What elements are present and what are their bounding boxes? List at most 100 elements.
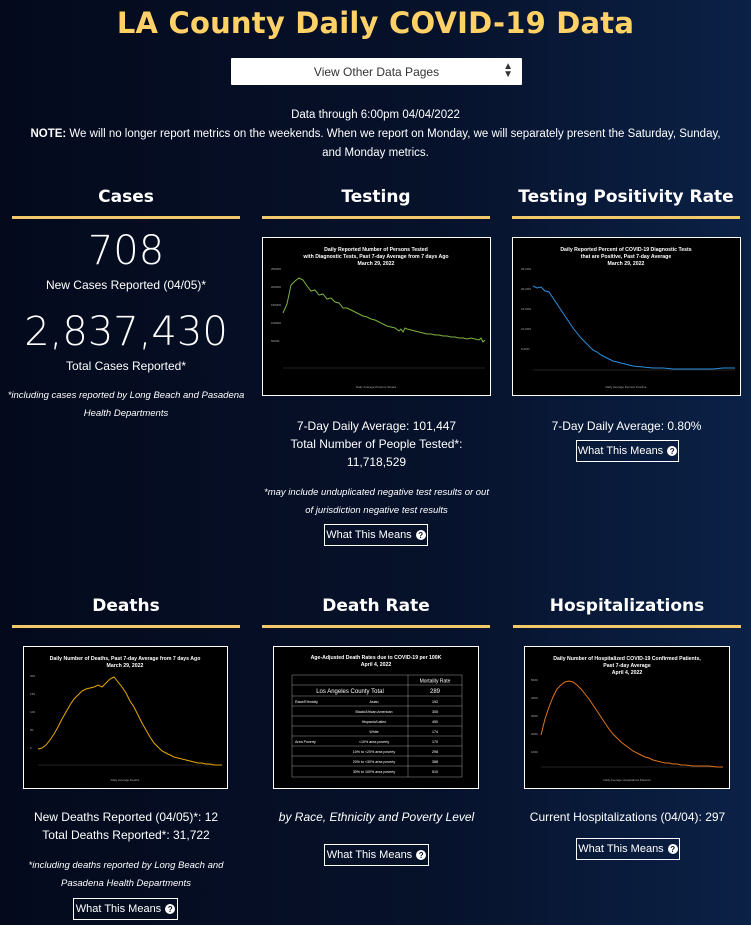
death-rate-button-label: What This Means [326,849,413,861]
death-rate-row-value: 450 [432,720,438,724]
hospitalizations-y-ticks: 5000 4000 3000 2000 1000 [531,678,538,754]
data-pages-select[interactable]: View Other Data Pages ▲ ▼ [231,58,522,85]
death-rate-row-label: 30% to 100% area poverty [353,770,396,774]
death-rate-row-label: Black/African American [356,710,393,714]
svg-text:5000: 5000 [531,678,538,682]
testing-chart[interactable]: Daily Reported Number of Persons Tested … [262,237,491,396]
death-rate-row-value: 305 [432,710,438,714]
death-rate-row-value: 298 [432,750,438,754]
death-rate-row-label: White [369,730,378,734]
deaths-chart[interactable]: Daily Number of Deaths, Past 7-day Avera… [23,646,228,789]
testing-footnote-line-1: *may include unduplicated negative test … [264,487,489,498]
svg-text:0: 0 [30,746,32,750]
positivity-y-ticks: 25.00% 20.00% 15.00% 10.00% 5.00% [521,267,532,351]
data-through: Data through 6:00pm 04/04/2022 [291,109,460,121]
positivity-chart[interactable]: Daily Reported Percent of COVID-19 Diagn… [512,237,741,396]
death-rate-table-image[interactable]: Age-Adjusted Death Rates due to COVID-19… [273,646,479,789]
svg-text:50: 50 [30,728,34,732]
testing-stats: 7-Day Daily Average: 101,447 Total Numbe… [262,417,491,471]
sort-arrows-icon: ▲ ▼ [503,61,513,80]
testing-legend: Daily Average Persons Tested [356,385,396,389]
positivity-heading: Testing Positivity Rate [512,187,740,219]
question-circle-icon: ? [416,850,427,860]
hospitalizations-chart[interactable]: Daily Number of Hospitalized COVID-19 Co… [524,646,730,789]
hospitalizations-button-label: What This Means [578,843,664,855]
svg-text:20.00%: 20.00% [521,287,532,291]
deaths-chart-title-1: Daily Number of Deaths, Past 7-day Avera… [50,656,201,662]
svg-text:200000: 200000 [271,285,281,289]
svg-text:150000: 150000 [271,303,281,307]
current-hospitalizations: Current Hospitalizations (04/04): 297 [529,810,726,824]
testing-chart-title-1: Daily Reported Number of Persons Tested [324,247,428,253]
svg-text:150: 150 [30,692,35,696]
testing-button-label: What This Means [326,529,412,541]
positivity-chart-title-1: Daily Reported Percent of COVID-19 Diagn… [560,247,691,253]
positivity-chart-title-3: March 29, 2022 [608,261,645,267]
svg-text:100000: 100000 [271,321,281,325]
cases-heading: Cases [12,187,240,219]
death-rate-row-value: 170 [432,740,438,744]
death-rate-caption: by Race, Ethnicity and Poverty Level [278,810,475,824]
cases-footnote-line-2: Health Departments [83,408,169,419]
question-circle-icon: ? [667,844,678,854]
testing-footnote-line-2: of jurisdiction negative test results [305,505,448,516]
death-rate-row-label: <10% area poverty [359,740,389,744]
deaths-legend: Daily Average Deaths [111,778,140,782]
deaths-footnote-line-1: *including deaths reported by Long Beach… [28,860,224,871]
svg-text:2000: 2000 [531,732,538,736]
svg-text:15.00%: 15.00% [521,307,532,311]
svg-text:1000: 1000 [531,750,538,754]
death-rate-row-value: 192 [432,700,438,704]
deaths-what-this-means-button[interactable]: What This Means ? [73,898,178,920]
svg-text:10.00%: 10.00% [521,327,532,331]
hospitalizations-heading: Hospitalizations [513,596,741,628]
death-rate-group-label: Area Poverty [295,740,316,744]
svg-text:250000: 250000 [271,267,281,271]
mortality-rate-header: Mortality Rate [420,679,451,685]
positivity-legend: Daily Average Percent Positive [606,385,647,389]
svg-text:4000: 4000 [531,696,538,700]
cases-footnote-line-1: *including cases reported by Long Beach … [7,390,245,401]
testing-heading: Testing [262,187,490,219]
testing-y-ticks: 250000 200000 150000 100000 50000 [271,267,281,343]
deaths-heading: Deaths [12,596,240,628]
death-rate-what-this-means-button[interactable]: What This Means ? [324,844,429,866]
positivity-avg: 7-Day Daily Average: 0.80% [551,419,702,433]
new-cases-value: 708 [87,228,165,274]
death-rate-row-label: Asian [370,700,379,704]
total-deaths: Total Deaths Reported*: 31,722 [42,828,210,842]
positivity-what-this-means-button[interactable]: What This Means ? [576,440,679,462]
notice: Data through 6:00pm 04/04/2022 NOTE: We … [0,106,751,163]
svg-text:50000: 50000 [271,339,280,343]
county-total-label: Los Angeles County Total [316,689,384,695]
positivity-chart-title-2: that are Positive, Past 7-day Average [581,254,672,260]
death-rate-row-label: Hispanic/Latino [362,720,387,724]
svg-text:200: 200 [30,674,35,678]
hospitalizations-chart-title-1: Daily Number of Hospitalized COVID-19 Co… [553,656,701,662]
testing-what-this-means-button[interactable]: What This Means ? [324,524,428,546]
total-cases-value: 2,837,430 [24,309,228,355]
deaths-button-label: What This Means [75,903,162,915]
death-rate-title-1: Age-Adjusted Death Rates due to COVID-19… [311,655,442,661]
deaths-footnote: *including deaths reported by Long Beach… [0,857,252,893]
testing-total-value: 11,718,529 [346,455,407,469]
note-text: We will no longer report metrics on the … [66,128,721,140]
svg-text:25.00%: 25.00% [521,267,532,271]
svg-text:100: 100 [30,710,35,714]
hospitalizations-series-line [540,680,723,768]
death-rate-row-value: 388 [432,760,438,764]
hospitalizations-legend: Daily Average Hospitalized Patients [603,778,651,782]
hospitalizations-chart-title-2: Past 7-day Average [603,663,651,669]
data-pages-select-label: View Other Data Pages [313,64,440,79]
death-rate-row-label: 20% to <30% area poverty [353,760,396,764]
svg-text:5.00%: 5.00% [521,347,530,351]
question-circle-icon: ? [165,904,176,914]
death-rate-row-value: 510 [432,770,438,774]
new-cases-label: New Cases Reported (04/05)* [45,278,207,292]
hospitalizations-what-this-means-button[interactable]: What This Means ? [576,838,680,860]
note-line-2: and Monday metrics. [322,147,429,159]
question-circle-icon: ? [415,530,426,540]
svg-text:3000: 3000 [531,714,538,718]
testing-total-label: Total Number of People Tested*: [290,437,463,451]
new-deaths: New Deaths Reported (04/05)*: 12 [33,810,219,824]
